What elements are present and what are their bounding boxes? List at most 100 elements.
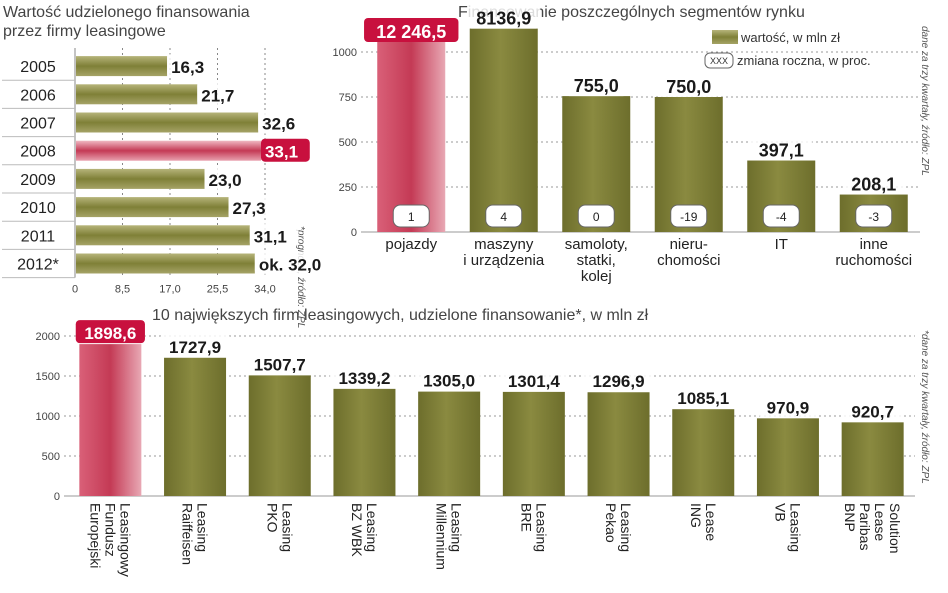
chart2-y-tick: 0 — [351, 227, 357, 239]
chart3-bar — [756, 418, 819, 496]
chart3-category-label: Europejski — [87, 503, 103, 568]
chart1-value-label-bg — [254, 251, 345, 275]
chart1-value-label: 21,7 — [201, 86, 234, 105]
chart3-category-label: Millennium — [434, 503, 450, 570]
chart3-category-label: Leasing — [364, 503, 380, 552]
chart3-category-label: Leasing — [787, 503, 803, 552]
chart3-category-label: BZ WBK — [349, 503, 365, 557]
chart3-y-tick: 1500 — [36, 371, 60, 383]
chart1-bar — [76, 168, 205, 189]
chart3-bar — [502, 391, 565, 496]
chart2-value-label: 12 246,5 — [376, 22, 446, 42]
chart3-bar — [841, 422, 904, 496]
chart1-category-label: 2007 — [20, 116, 56, 133]
chart1-category-label: 2009 — [20, 172, 56, 189]
chart3-value-label: 970,9 — [767, 398, 810, 417]
bars-layer — [76, 28, 908, 496]
chart3-category-label: Lease — [703, 503, 719, 541]
chart1-category-label: 2005 — [20, 59, 56, 76]
chart2-value-label-bg — [842, 170, 905, 195]
chart3-bar — [248, 375, 311, 496]
chart3-value-label: 1339,2 — [338, 369, 390, 388]
chart2-category-label: nieru- — [670, 236, 708, 253]
chart1-category-label: 2006 — [20, 87, 56, 104]
chart3-category-label: Leasing — [195, 503, 211, 552]
chart2-legend-swatch — [712, 30, 738, 44]
chart3-value-label-bg — [843, 398, 903, 422]
chart1-title-line2: przez firmy leasingowe — [3, 23, 166, 40]
chart1-value-label-bg — [167, 54, 216, 78]
chart2-change-box — [855, 204, 893, 228]
chart1-category-label: 2012* — [17, 257, 59, 274]
chart3-y-tick: 2000 — [36, 331, 60, 343]
chart3-category-label: Lease — [872, 503, 888, 541]
chart1-category-label: 2011 — [21, 228, 56, 245]
chart2-category-label: IT — [775, 236, 788, 253]
chart3-value-label: 920,7 — [851, 402, 894, 421]
chart3-value-label: 1898,6 — [84, 324, 136, 343]
chart1-value-label: 31,1 — [254, 227, 287, 246]
chart1-category-label: 2010 — [20, 200, 56, 217]
chart3-category-label: Paribas — [857, 503, 873, 550]
chart3-category-label: ING — [688, 503, 704, 528]
chart3-value-label: 1727,9 — [169, 338, 221, 357]
chart3-category-label: BNP — [842, 503, 858, 532]
chart2-change-label: -4 — [776, 210, 787, 224]
chart3-category-label: Leasing — [533, 503, 549, 552]
labels-layer: 0 8,5 17,0 25,5 34,0 2005 16,3 2006 21,7 2007 32,6… — [17, 4, 912, 577]
chart2-value-label-bg — [467, 4, 541, 29]
chart2-y-tick: 500 — [339, 137, 357, 149]
chart2-category-label: chomości — [657, 252, 720, 269]
chart2-value-label: 397,1 — [759, 141, 804, 161]
chart3-value-label-bg — [758, 394, 818, 418]
chart3-category-label: Pekao — [603, 503, 619, 543]
chart2-y-tick: 1000 — [333, 47, 357, 59]
chart3-bar — [418, 391, 481, 496]
chart2-category-label: kolej — [581, 268, 612, 285]
chart3-bar — [333, 388, 396, 496]
chart1-category-label: 2008 — [20, 144, 56, 161]
chart2-change-box — [577, 204, 615, 228]
chart3-y-tick: 0 — [54, 491, 60, 503]
chart2-change-label: 1 — [408, 210, 415, 224]
chart3-title: 10 największych firm leasingowych, udzie… — [152, 307, 649, 324]
chart2-legend-change-label: zmiana roczna, w proc. — [737, 53, 871, 68]
chart2-change-label: 4 — [500, 210, 507, 224]
chart1-title-line1: Wartość udzielonego finansowania — [3, 4, 250, 21]
chart1-value-label: 16,3 — [171, 58, 204, 77]
chart3-category-label: Leasingowy — [117, 503, 133, 577]
chart1-bar — [76, 112, 259, 133]
chart3-value-label: 1507,7 — [254, 355, 306, 374]
chart1-value-label-bg — [258, 110, 307, 134]
chart1-value-label-bg — [260, 138, 310, 162]
chart1-value-label: 23,0 — [209, 171, 242, 190]
chart2-category-label: statki, — [577, 252, 616, 269]
chart3-value-label: 1301,4 — [508, 372, 561, 391]
chart2-category-label: pojazdy — [385, 236, 437, 253]
chart1-value-label: 27,3 — [233, 199, 266, 218]
chart3-y-tick: 500 — [42, 451, 60, 463]
chart3-bar — [672, 409, 735, 496]
chart2-y-tick: 250 — [339, 182, 357, 194]
chart1-value-label: 33,1 — [265, 143, 298, 162]
chart1-value-label: ok. 32,0 — [259, 256, 321, 275]
chart3-category-label: BRE — [518, 503, 534, 532]
chart2-category-label: inne — [860, 236, 888, 253]
chart2-legend-change-box-text: XXX — [710, 56, 728, 66]
chart2-change-box — [485, 204, 523, 228]
chart1-value-label-bg — [249, 223, 299, 247]
chart2-bar — [469, 28, 538, 232]
chart2-title: Finansowanie poszczególnych segmentów ry… — [458, 4, 805, 21]
chart2-value-label: 750,0 — [666, 77, 711, 97]
chart1-bar — [76, 84, 198, 105]
chart3-y-tick: 1000 — [36, 411, 60, 423]
chart2-value-label-bg — [565, 72, 628, 97]
chart1-value-label-bg — [197, 82, 247, 106]
chart2-value-label-bg — [750, 136, 813, 161]
chart1-x-tick: 34,0 — [254, 284, 275, 296]
chart3-value-label-bg — [499, 367, 569, 391]
chart2-value-label-bg — [364, 18, 459, 42]
chart2-legend-value-label: wartość, w mln zł — [740, 30, 840, 45]
chart2-legend-change-box — [704, 52, 734, 69]
chart1-x-tick: 8,5 — [115, 284, 130, 296]
